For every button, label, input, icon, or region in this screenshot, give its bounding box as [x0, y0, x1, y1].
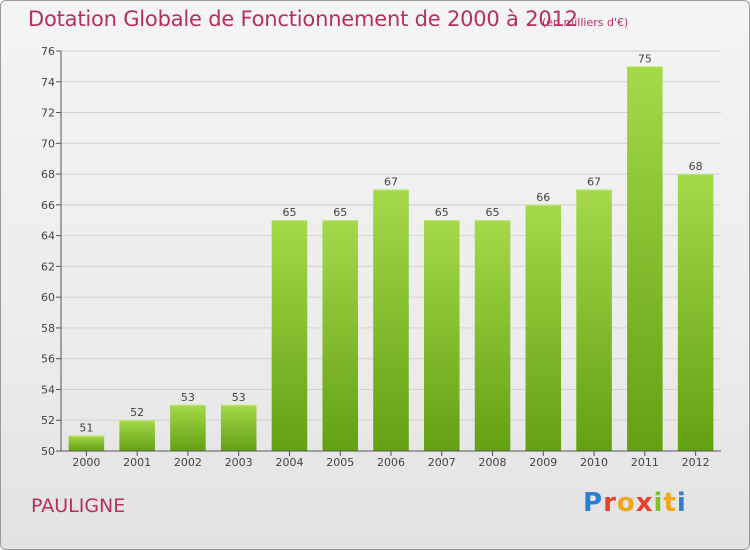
bar-2003 — [220, 404, 257, 451]
y-tick-label: 70 — [41, 137, 55, 150]
y-tick-label: 66 — [41, 199, 55, 212]
x-tick-label: 2010 — [580, 456, 608, 469]
bar-2009 — [525, 204, 562, 451]
bar-2011 — [627, 66, 663, 451]
x-tick-label: 2003 — [225, 456, 253, 469]
logo-letter: i — [676, 488, 687, 518]
bars — [68, 66, 714, 452]
bar-value-label: 67 — [587, 175, 601, 188]
proxiti-logo: Proxiti — [583, 488, 687, 518]
bar-2012 — [677, 174, 714, 452]
y-tick-label: 52 — [41, 414, 55, 427]
bar-value-label: 53 — [232, 391, 246, 404]
bar-value-label: 65 — [435, 206, 449, 219]
bar-2001 — [119, 420, 155, 451]
bar-value-label: 67 — [384, 175, 398, 188]
labels: 50 52 54 56 58 60 62 64 66 68 70 72 74 76 51 2000 52 2001… — [41, 45, 710, 469]
x-tick-label: 2011 — [631, 456, 659, 469]
y-tick-label: 56 — [41, 353, 55, 366]
bar-value-label: 66 — [536, 191, 550, 204]
bar-value-label: 75 — [638, 52, 652, 65]
bar-value-label: 53 — [181, 391, 195, 404]
y-tick-label: 54 — [41, 383, 55, 396]
y-tick-label: 76 — [41, 45, 55, 58]
y-tick-label: 62 — [41, 260, 55, 273]
chart-unit-note: (en milliers d'€) — [542, 16, 629, 29]
x-tick-label: 2000 — [72, 456, 100, 469]
x-tick-label: 2006 — [377, 456, 405, 469]
bar-2005 — [322, 220, 358, 451]
y-tick-label: 60 — [41, 291, 55, 304]
bar-2008 — [474, 220, 511, 451]
y-tick-label: 68 — [41, 168, 55, 181]
y-tick-label: 58 — [41, 322, 55, 335]
logo-letter: x — [635, 488, 654, 518]
x-tick-label: 2002 — [174, 456, 202, 469]
x-tick-label: 2007 — [428, 456, 456, 469]
bar-2004 — [271, 220, 308, 451]
x-tick-label: 2008 — [479, 456, 507, 469]
bar-value-label: 65 — [282, 206, 296, 219]
logo-letter: t — [663, 488, 677, 518]
x-tick-label: 2012 — [682, 456, 710, 469]
y-tick-label: 64 — [41, 230, 55, 243]
y-tick-label: 74 — [41, 76, 55, 89]
logo-letter: r — [603, 488, 617, 518]
bar-value-label: 65 — [333, 206, 347, 219]
logo-letter: i — [653, 488, 664, 518]
bar-2000 — [68, 435, 105, 451]
logo-letter: o — [616, 488, 636, 518]
bar-2006 — [373, 189, 409, 451]
x-tick-label: 2005 — [326, 456, 354, 469]
x-tick-label: 2001 — [123, 456, 151, 469]
x-tick-label: 2009 — [529, 456, 557, 469]
bar-2007 — [424, 220, 460, 451]
chart-title: Dotation Globale de Fonctionnement de 20… — [28, 7, 578, 31]
bar-2002 — [170, 404, 206, 451]
axes — [56, 50, 721, 456]
y-tick-label: 72 — [41, 107, 55, 120]
bar-value-label: 51 — [79, 422, 93, 435]
bar-2010 — [576, 189, 612, 451]
x-tick-label: 2004 — [275, 456, 303, 469]
bar-value-label: 68 — [689, 160, 703, 173]
logo-letter: P — [583, 488, 604, 518]
bar-value-label: 52 — [130, 406, 144, 419]
y-tick-label: 50 — [41, 445, 55, 458]
bar-value-label: 65 — [486, 206, 500, 219]
commune-name: PAULIGNE — [31, 495, 126, 517]
